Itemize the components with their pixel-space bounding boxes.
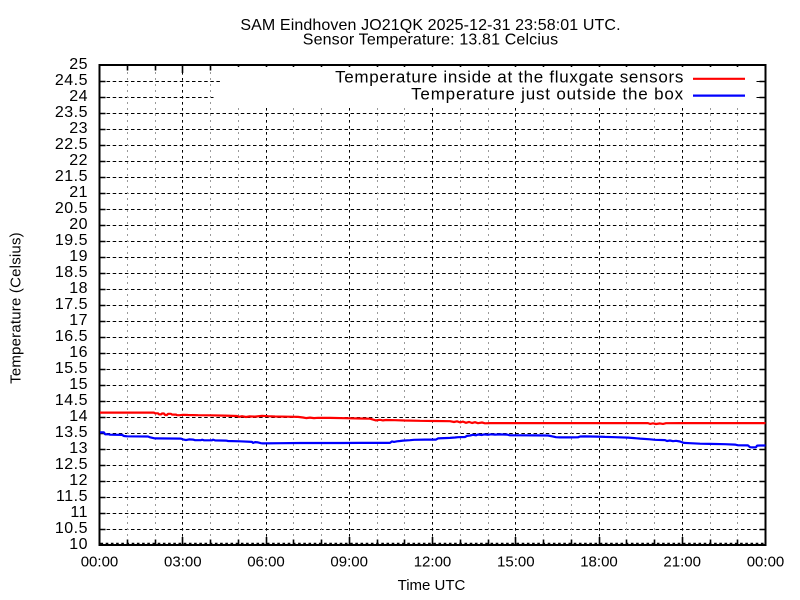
svg-text:03:00: 03:00 xyxy=(164,554,202,571)
svg-text:12.5: 12.5 xyxy=(55,456,88,473)
svg-text:25: 25 xyxy=(69,56,88,73)
svg-text:17: 17 xyxy=(69,312,88,329)
svg-text:24: 24 xyxy=(69,88,88,105)
svg-text:11: 11 xyxy=(70,504,88,521)
svg-text:16: 16 xyxy=(69,344,88,361)
svg-text:SAM Eindhoven JO21QK 2025-12-3: SAM Eindhoven JO21QK 2025-12-31 23:58:01… xyxy=(240,17,620,34)
svg-text:Sensor Temperature: 13.81 Celc: Sensor Temperature: 13.81 Celcius xyxy=(303,32,558,49)
svg-text:15:00: 15:00 xyxy=(497,554,535,571)
svg-text:10.5: 10.5 xyxy=(55,520,88,537)
svg-text:21.5: 21.5 xyxy=(55,168,88,185)
svg-text:15: 15 xyxy=(69,376,88,393)
svg-text:Temperature inside at the flux: Temperature inside at the fluxgate senso… xyxy=(335,68,684,87)
svg-text:15.5: 15.5 xyxy=(55,360,88,377)
svg-text:Temperature just outside the b: Temperature just outside the box xyxy=(411,84,684,103)
svg-text:18.5: 18.5 xyxy=(55,264,88,281)
svg-text:10: 10 xyxy=(69,536,88,553)
svg-text:19: 19 xyxy=(69,248,88,265)
svg-text:Temperature (Celsius): Temperature (Celsius) xyxy=(8,232,25,384)
svg-text:14.5: 14.5 xyxy=(55,392,88,409)
svg-text:14: 14 xyxy=(69,408,88,425)
svg-text:24.5: 24.5 xyxy=(55,72,88,89)
svg-text:21: 21 xyxy=(69,184,88,201)
svg-text:22.5: 22.5 xyxy=(55,136,88,153)
svg-text:20: 20 xyxy=(69,216,88,233)
svg-text:12:00: 12:00 xyxy=(414,554,452,571)
svg-text:12: 12 xyxy=(69,472,88,489)
svg-text:23.5: 23.5 xyxy=(55,104,88,121)
svg-text:23: 23 xyxy=(69,120,88,137)
svg-text:21:00: 21:00 xyxy=(663,554,701,571)
svg-text:09:00: 09:00 xyxy=(330,554,368,571)
svg-text:22: 22 xyxy=(69,152,88,169)
svg-text:13: 13 xyxy=(69,440,88,457)
svg-text:06:00: 06:00 xyxy=(247,554,285,571)
svg-text:18: 18 xyxy=(69,280,88,297)
svg-text:18:00: 18:00 xyxy=(580,554,618,571)
svg-text:Time UTC: Time UTC xyxy=(398,577,466,594)
svg-text:17.5: 17.5 xyxy=(55,296,88,313)
svg-text:16.5: 16.5 xyxy=(55,328,88,345)
svg-text:00:00: 00:00 xyxy=(81,554,119,571)
svg-text:19.5: 19.5 xyxy=(55,232,88,249)
svg-text:20.5: 20.5 xyxy=(55,200,88,217)
svg-text:00:00: 00:00 xyxy=(747,554,785,571)
svg-text:13.5: 13.5 xyxy=(55,424,88,441)
svg-text:11.5: 11.5 xyxy=(56,488,88,505)
